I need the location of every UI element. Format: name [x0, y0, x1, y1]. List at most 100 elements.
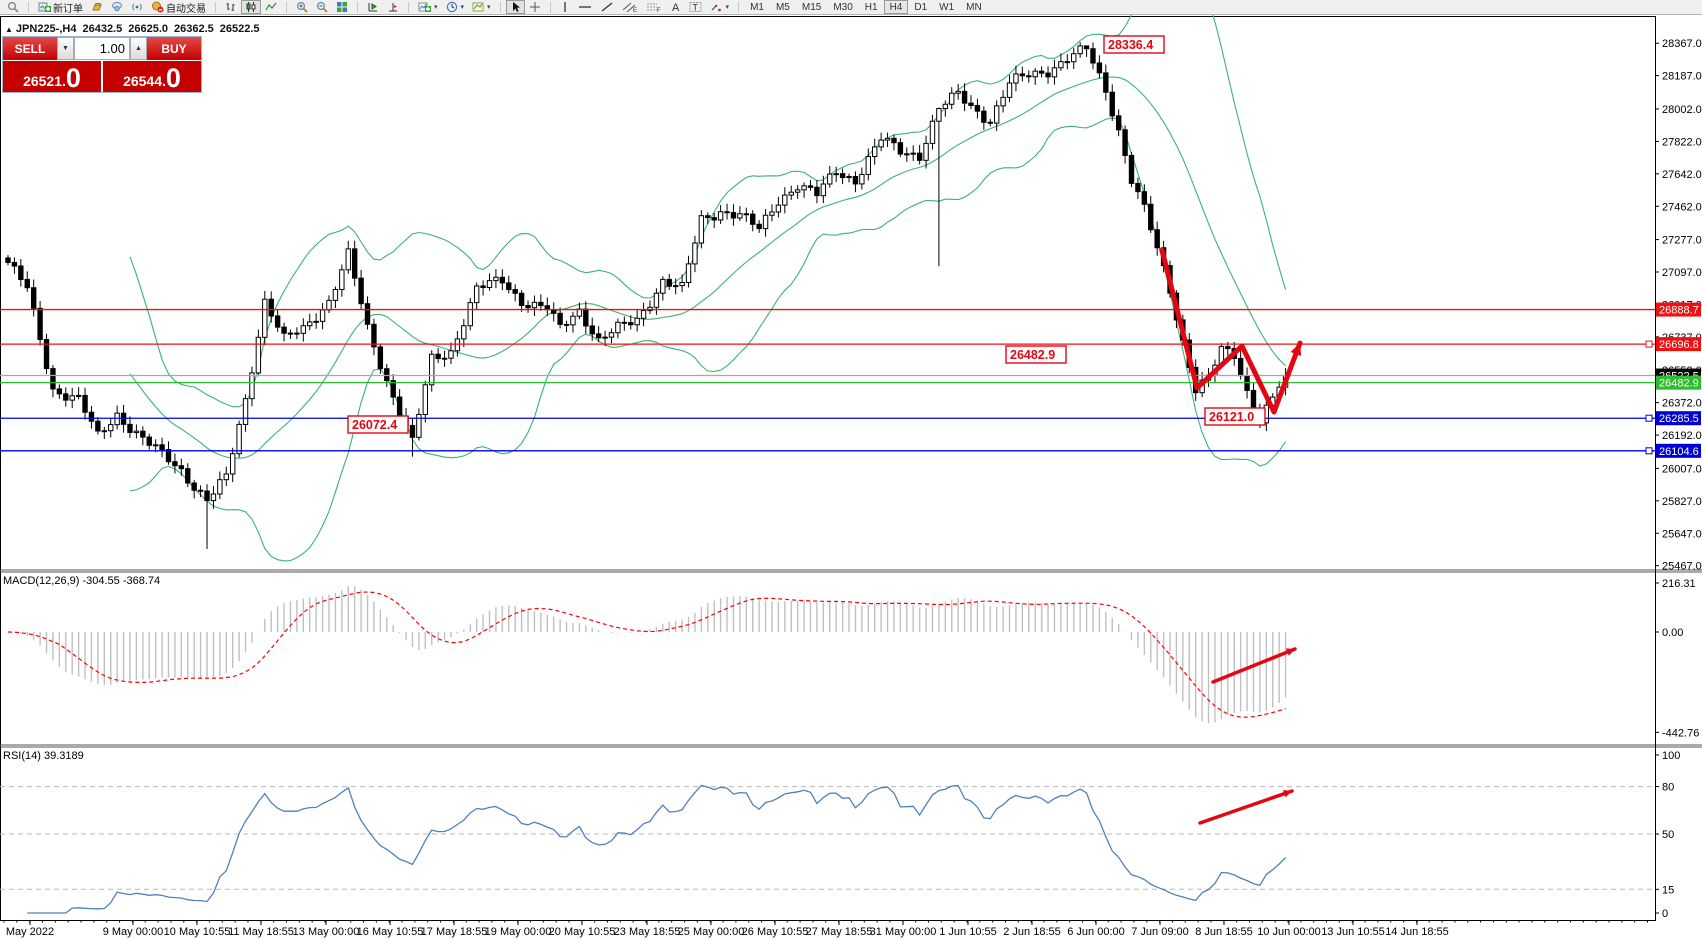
- timeframe-h4[interactable]: H4: [883, 0, 909, 14]
- timeframe-w1[interactable]: W1: [939, 1, 955, 13]
- candle-body: [730, 212, 737, 219]
- buy-price-display[interactable]: 26544. 0: [103, 61, 201, 92]
- candle-body: [589, 325, 595, 335]
- candle-body: [384, 368, 390, 382]
- cursor-icon[interactable]: [505, 0, 525, 14]
- candle-body: [172, 461, 178, 467]
- svg-text:F: F: [657, 8, 661, 13]
- volume-decrease-button[interactable]: ▼: [57, 37, 74, 60]
- candle-body: [518, 292, 525, 306]
- timeframe-d1[interactable]: D1: [914, 1, 928, 13]
- auto-scroll-icon[interactable]: [363, 0, 383, 14]
- candle-body: [133, 430, 140, 433]
- candle-body: [396, 396, 403, 417]
- trend-arrow[interactable]: [1159, 247, 1303, 415]
- zoom-out-icon[interactable]: [312, 0, 332, 14]
- deposit-icon[interactable]: [87, 0, 107, 14]
- time-axis-label: 11 May 18:55: [228, 926, 294, 938]
- annotation-price-box[interactable]: [1204, 407, 1266, 426]
- price-tag-label: 26888.7: [1659, 305, 1699, 317]
- annotation-price-box[interactable]: [1103, 35, 1165, 54]
- candle-body: [454, 338, 461, 352]
- candle-body: [390, 380, 396, 398]
- timeframe-mn[interactable]: MN: [966, 1, 982, 13]
- volume-increase-button[interactable]: ▲: [130, 37, 147, 60]
- candle-body: [859, 173, 865, 185]
- rsi-line[interactable]: [27, 784, 1287, 914]
- crosshair-icon[interactable]: [525, 0, 545, 14]
- text-tool-icon[interactable]: A: [666, 0, 685, 14]
- text-label-icon[interactable]: T: [685, 0, 706, 14]
- price-tag[interactable]: [1656, 375, 1701, 390]
- signals-icon[interactable]: [127, 0, 147, 14]
- candle-body: [788, 191, 794, 196]
- candle-body: [1083, 45, 1090, 50]
- line-handle[interactable]: [1645, 414, 1653, 422]
- price-tag[interactable]: [1656, 337, 1701, 352]
- trend-arrow[interactable]: [1198, 789, 1294, 825]
- candle-body: [473, 285, 480, 304]
- bollinger-lower-band[interactable]: [129, 117, 1287, 562]
- time-axis-label: 13 Jun 10:55: [1321, 926, 1385, 938]
- indicators-button[interactable]: ▾: [414, 0, 442, 14]
- bar-chart-icon[interactable]: [221, 0, 241, 14]
- new-order-button[interactable]: 新订单: [34, 0, 87, 15]
- timeframe-m5[interactable]: M5: [775, 1, 790, 13]
- zoom-in-icon[interactable]: [292, 0, 312, 14]
- candle-body: [769, 211, 775, 216]
- templates-caret-icon: ▾: [487, 4, 491, 11]
- time-axis-label: 2 Jun 18:55: [1003, 926, 1061, 938]
- equidistant-channel-icon[interactable]: E: [618, 0, 642, 14]
- candle-body: [480, 285, 486, 289]
- annotation-price-box[interactable]: [347, 415, 409, 434]
- candle-body: [88, 411, 95, 422]
- annotation-price-box[interactable]: [1005, 345, 1067, 364]
- candle-body: [833, 173, 839, 176]
- candle-body: [242, 398, 249, 425]
- volume-input[interactable]: [74, 37, 130, 60]
- time-axis-label: 8 Jun 18:55: [1195, 926, 1253, 938]
- autotrading-button[interactable]: 自动交易: [147, 0, 210, 15]
- timeframe-h1[interactable]: H1: [864, 1, 878, 13]
- price-tag[interactable]: [1656, 411, 1701, 426]
- price-axis-label: 28367.0: [1662, 38, 1702, 50]
- timeframe-m15[interactable]: M15: [801, 1, 822, 13]
- arrows-tool-button[interactable]: ▾: [706, 0, 734, 14]
- main-toolbar: 新订单 自动交易: [0, 0, 1702, 15]
- sell-price-display[interactable]: 26521. 0: [3, 61, 101, 92]
- price-tag[interactable]: [1656, 302, 1701, 317]
- timeframe-m1[interactable]: M1: [750, 1, 764, 13]
- candle-body: [197, 489, 204, 492]
- fibonacci-icon[interactable]: F: [642, 0, 666, 14]
- timeframe-m30[interactable]: M30: [833, 1, 853, 13]
- periods-button[interactable]: ▾: [442, 0, 469, 14]
- trend-arrow[interactable]: [1211, 647, 1297, 684]
- sell-button[interactable]: SELL: [3, 37, 57, 60]
- candle-body: [24, 278, 30, 289]
- templates-button[interactable]: ▾: [468, 0, 495, 14]
- tile-windows-icon[interactable]: [332, 0, 352, 14]
- magnifier-icon[interactable]: [3, 0, 23, 14]
- expander-icon[interactable]: ▲: [5, 25, 13, 34]
- horizontal-line-icon[interactable]: [574, 0, 596, 14]
- candle-body: [313, 320, 319, 323]
- rsi-title: RSI(14) 39.3189: [3, 750, 84, 762]
- line-chart-icon[interactable]: [261, 0, 281, 14]
- community-icon[interactable]: [107, 0, 127, 14]
- vertical-line-icon[interactable]: [556, 0, 574, 14]
- candle-body: [236, 423, 242, 455]
- candle-body: [339, 269, 345, 290]
- candle-body: [300, 325, 307, 334]
- macd-signal-line[interactable]: [7, 591, 1286, 718]
- svg-text:T: T: [692, 3, 698, 13]
- candlestick-chart-icon[interactable]: [241, 0, 261, 14]
- line-handle[interactable]: [1645, 340, 1653, 348]
- candle-body: [1148, 203, 1154, 231]
- line-handle[interactable]: [1645, 447, 1653, 455]
- chart-shift-icon[interactable]: [383, 0, 403, 14]
- buy-button[interactable]: BUY: [147, 37, 201, 60]
- price-tag[interactable]: [1656, 443, 1701, 458]
- trendline-icon[interactable]: [596, 0, 618, 14]
- candle-body: [698, 215, 705, 244]
